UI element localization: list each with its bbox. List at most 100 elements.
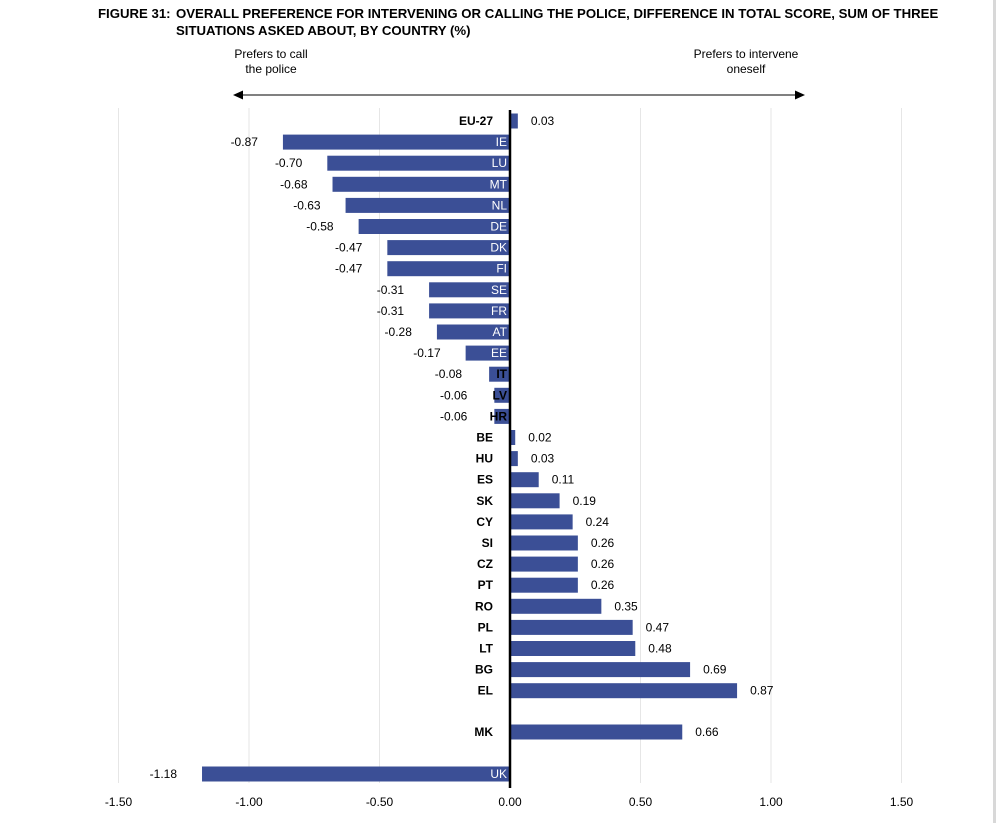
category-label-uk: UK	[490, 767, 507, 781]
category-label-el: EL	[478, 684, 493, 698]
bar-lu	[327, 155, 510, 171]
value-label-mk: 0.66	[695, 725, 719, 739]
category-label-lt: LT	[479, 642, 493, 656]
value-label-fi: -0.47	[335, 262, 363, 276]
category-label-fi: FI	[496, 262, 507, 276]
category-label-sk: SK	[476, 494, 493, 508]
category-label-hu: HU	[476, 452, 493, 466]
x-tick-label-0: -1.50	[105, 795, 133, 809]
category-label-nl: NL	[492, 198, 508, 212]
category-label-bg: BG	[475, 663, 493, 677]
x-tick-label-4: 0.50	[629, 795, 653, 809]
category-label-se: SE	[491, 283, 507, 297]
bar-lv	[494, 387, 510, 403]
bar-si	[510, 535, 578, 551]
bar-ee	[465, 345, 510, 361]
bar-ie	[282, 134, 510, 150]
value-label-si: 0.26	[591, 536, 615, 550]
prefers-call-police-label: Prefers to call the police	[234, 47, 308, 76]
bar-sk	[510, 493, 560, 509]
category-label-eu-27: EU-27	[459, 114, 493, 128]
value-label-lu: -0.70	[275, 156, 303, 170]
value-label-lt: 0.48	[648, 642, 672, 656]
bar-mk	[510, 724, 683, 740]
x-tick-label-1: -1.00	[235, 795, 263, 809]
prefers-intervene-label: Prefers to intervene oneself	[693, 47, 799, 76]
bar-ro	[510, 598, 602, 614]
figure-title: FIGURE 31: OVERALL PREFERENCE FOR INTERVE…	[98, 5, 958, 39]
value-label-el: 0.87	[750, 684, 774, 698]
value-label-ee: -0.17	[413, 346, 441, 360]
category-label-fr: FR	[491, 304, 507, 318]
value-label-de: -0.58	[306, 220, 334, 234]
category-label-it: IT	[496, 367, 507, 381]
bar-cz	[510, 556, 578, 572]
bar-es	[510, 472, 539, 488]
bar-hu	[510, 451, 518, 467]
bar-hr	[494, 408, 510, 424]
value-label-hr: -0.06	[440, 409, 468, 423]
value-label-mt: -0.68	[280, 177, 308, 191]
bar-be	[510, 430, 516, 445]
value-label-hu: 0.03	[531, 452, 555, 466]
category-label-cz: CZ	[477, 557, 493, 571]
category-label-hr: HR	[490, 409, 508, 423]
bar-mt	[332, 176, 510, 192]
value-label-fr: -0.31	[377, 304, 405, 318]
category-label-dk: DK	[490, 241, 507, 255]
bar-uk	[202, 766, 510, 782]
category-label-ee: EE	[491, 346, 507, 360]
bar-it	[489, 366, 510, 382]
value-label-pl: 0.47	[646, 620, 670, 634]
bar-pl	[510, 619, 633, 635]
bar-de	[358, 219, 510, 234]
bar-eu-27	[510, 113, 518, 129]
category-label-cy: CY	[476, 515, 493, 529]
value-label-sk: 0.19	[573, 494, 597, 508]
bar-se	[429, 282, 510, 298]
category-label-pl: PL	[478, 620, 493, 634]
value-label-lv: -0.06	[440, 388, 468, 402]
figure-number: FIGURE 31:	[98, 6, 171, 21]
category-label-be: BE	[476, 431, 493, 445]
value-label-nl: -0.63	[293, 198, 321, 212]
page-edge	[993, 0, 996, 823]
category-label-at: AT	[493, 325, 508, 339]
arrow-left-head	[233, 90, 243, 100]
category-label-mk: MK	[474, 725, 493, 739]
value-label-uk: -1.18	[150, 767, 178, 781]
x-tick-label-5: 1.00	[759, 795, 783, 809]
category-label-ie: IE	[496, 135, 507, 149]
value-label-dk: -0.47	[335, 241, 363, 255]
value-label-be: 0.02	[528, 431, 552, 445]
bar-at	[436, 324, 510, 340]
value-label-at: -0.28	[385, 325, 413, 339]
bar-fi	[387, 261, 510, 277]
x-tick-label-3: 0.00	[498, 795, 522, 809]
category-label-lv: LV	[493, 388, 507, 402]
value-label-ro: 0.35	[614, 599, 638, 613]
x-tick-label-2: -0.50	[366, 795, 394, 809]
x-tick-label-6: 1.50	[890, 795, 914, 809]
value-label-se: -0.31	[377, 283, 405, 297]
value-label-it: -0.08	[435, 367, 463, 381]
value-label-eu-27: 0.03	[531, 114, 555, 128]
bar-cy	[510, 514, 573, 530]
category-label-lu: LU	[492, 156, 507, 170]
category-label-si: SI	[482, 536, 493, 550]
value-label-pt: 0.26	[591, 578, 615, 592]
value-label-ie: -0.87	[231, 135, 259, 149]
category-label-es: ES	[477, 473, 493, 487]
bar-bg	[510, 662, 691, 678]
bar-nl	[345, 197, 510, 213]
figure-title-line-1: OVERALL PREFERENCE FOR INTERVENING OR CA…	[176, 6, 939, 21]
bar-pt	[510, 577, 578, 593]
arrow-right-head	[795, 90, 805, 100]
figure-title-line-2: SITUATIONS ASKED ABOUT, BY COUNTRY (%)	[176, 23, 471, 38]
value-label-es: 0.11	[552, 473, 575, 487]
category-label-ro: RO	[475, 599, 493, 613]
bar-fr	[429, 303, 510, 319]
bar-dk	[387, 240, 510, 256]
value-label-cz: 0.26	[591, 557, 615, 571]
